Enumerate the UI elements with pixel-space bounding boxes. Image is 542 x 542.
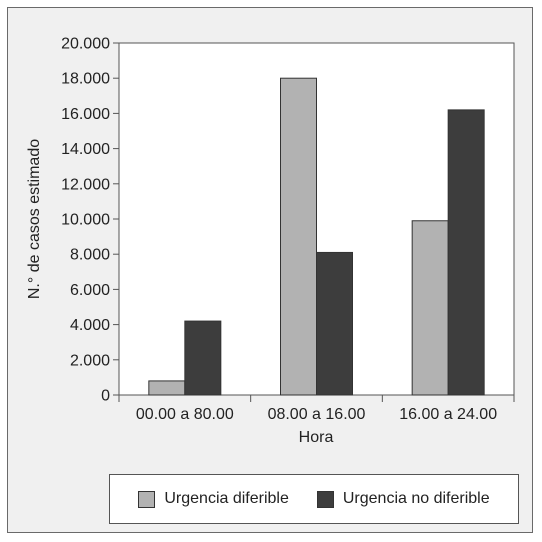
x-tick-label: 08.00 a 16.00 [268,406,366,423]
legend-label: Urgencia no diferible [342,490,490,507]
y-tick-label: 18.000 [61,71,110,88]
y-tick-label: 8.000 [70,247,110,264]
bars [148,77,485,396]
y-tick-label: 14.000 [61,141,110,158]
x-axis-label: Hora [299,429,334,446]
bar-urgencia-no-diferible [447,109,485,396]
x-tick-label: 16.00 a 24.00 [399,406,497,423]
y-tick-label: 4.000 [70,317,110,334]
y-tick-label: 16.000 [61,106,110,123]
x-tick-label: 00.00 a 80.00 [136,406,234,423]
y-axis-label: N.° de casos estimado [26,139,43,299]
y-tick-label: 10.000 [61,212,110,229]
legend-item-urgencia-diferible: Urgencia diferible [138,490,289,508]
y-tick-label: 6.000 [70,282,110,299]
y-axis: 0 2.000 4.000 6.000 8.000 10.000 12.000 14.000 1… [61,36,119,405]
legend-swatch-light [138,490,156,508]
bar-chart: 0 2.000 4.000 6.000 8.000 10.000 12.000 14.000 1… [26,36,515,446]
legend-swatch-dark [316,490,334,508]
legend-item-urgencia-no-diferible: Urgencia no diferible [316,490,490,508]
y-tick-label: 20.000 [61,36,110,53]
legend: Urgencia diferible Urgencia no diferible [109,474,519,524]
bar-urgencia-no-diferible [316,251,353,396]
legend-label: Urgencia diferible [164,490,289,507]
bar-urgencia-diferible [411,220,449,396]
bar-urgencia-diferible [280,77,317,396]
figure-frame: 0 2.000 4.000 6.000 8.000 10.000 12.000 14.000 1… [7,7,533,533]
y-tick-label: 0 [101,388,110,405]
x-axis: 00.00 a 80.00 08.00 a 16.00 16.00 a 24.00 [118,395,515,423]
y-tick-label: 2.000 [70,352,110,369]
y-tick-label: 12.000 [61,176,110,193]
bar-urgencia-no-diferible [184,320,222,396]
bar-urgencia-diferible [148,380,186,396]
